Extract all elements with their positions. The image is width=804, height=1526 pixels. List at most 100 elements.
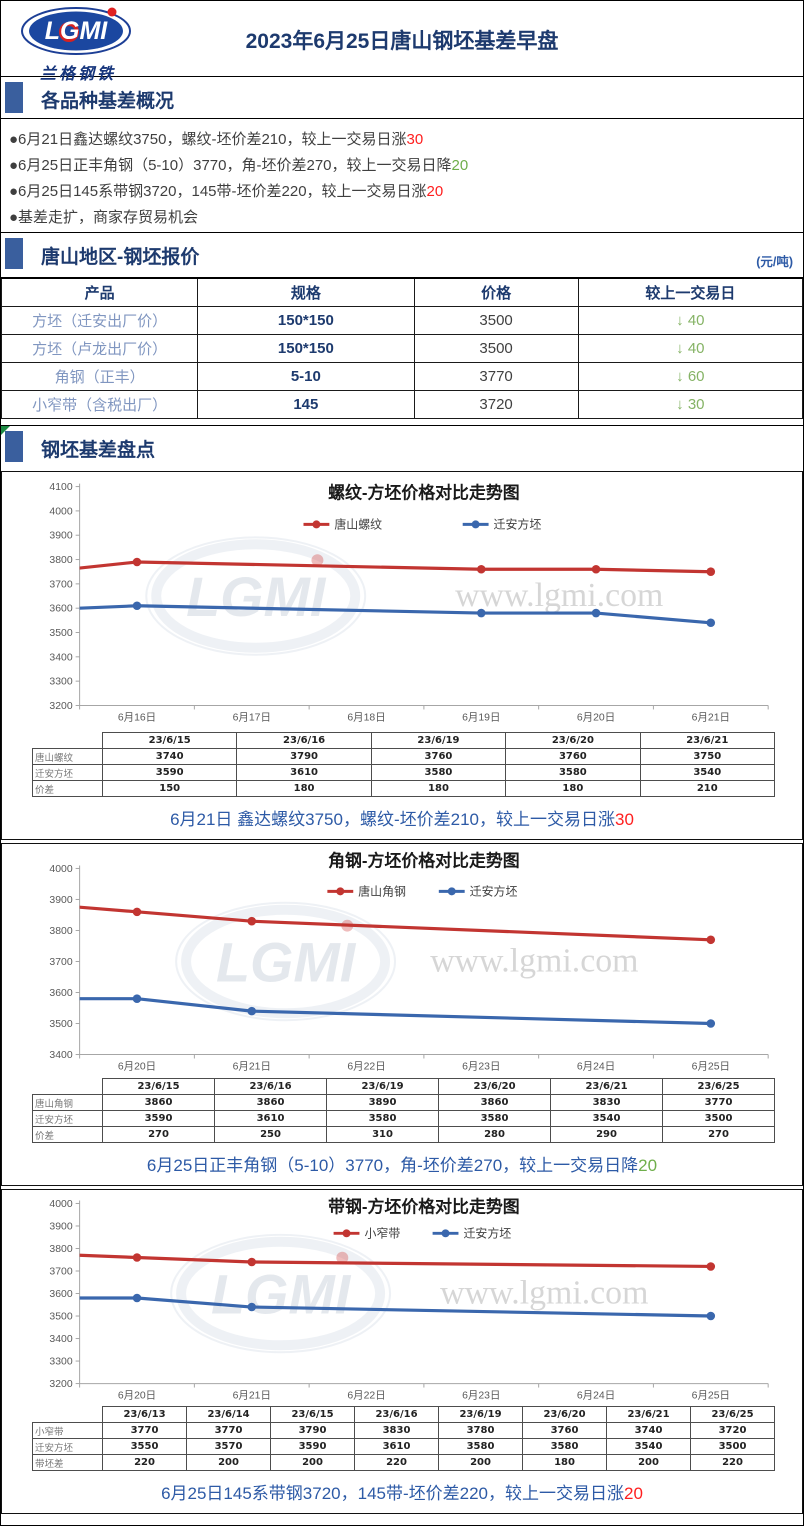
data-point-marker bbox=[132, 601, 142, 611]
section-header-quotes: 唐山地区-钢坯报价 (元/吨) bbox=[1, 232, 803, 275]
spec-cell: 150*150 bbox=[197, 305, 415, 335]
row-label-cell: 唐山螺纹 bbox=[32, 748, 103, 765]
svg-text:3900: 3900 bbox=[49, 1221, 72, 1232]
series-line bbox=[79, 994, 716, 1028]
row-label-cell: 价差 bbox=[32, 1126, 103, 1143]
table-cell: 3860 bbox=[214, 1094, 327, 1111]
x-tick-label: 6月23日 bbox=[462, 1389, 500, 1401]
date-column-header: 23/6/21 bbox=[550, 1078, 663, 1095]
price-cell: 3720 bbox=[413, 389, 579, 419]
table-cell: 200 bbox=[186, 1454, 271, 1471]
x-tick-label: 6月22日 bbox=[347, 1389, 385, 1401]
table-cell: 3750 bbox=[639, 748, 775, 765]
date-column-header: 23/6/15 bbox=[102, 1078, 215, 1095]
product-cell: 角钢（正丰） bbox=[1, 361, 199, 391]
table-cell: 290 bbox=[550, 1126, 663, 1143]
date-column-header: 23/6/19 bbox=[438, 1406, 523, 1423]
x-tick-label: 6月25日 bbox=[692, 1389, 730, 1401]
row-label-cell: 价差 bbox=[32, 780, 103, 797]
lgmi-logo: LGMI 兰格钢铁 bbox=[13, 5, 143, 84]
table-cell: 3890 bbox=[326, 1094, 439, 1111]
date-column-header: 23/6/13 bbox=[102, 1406, 187, 1423]
svg-text:3600: 3600 bbox=[49, 1289, 72, 1300]
row-label-cell: 小窄带 bbox=[32, 1422, 103, 1439]
row-label-cell: 唐山角钢 bbox=[32, 1094, 103, 1111]
table-cell: 3590 bbox=[101, 764, 238, 781]
legend-label: 迁安方坯 bbox=[494, 516, 542, 531]
bullet-item: ●6月25日145系带钢3720，145带-坯价差220，较上一交易日涨20 bbox=[9, 179, 793, 205]
date-column-header: 23/6/16 bbox=[214, 1078, 327, 1095]
legend-item: 迁安方坯 bbox=[432, 1225, 511, 1240]
section-header-overview: 各品种基差概况 bbox=[1, 77, 803, 119]
section-marker-icon bbox=[5, 82, 23, 113]
bullet-item: ●6月21日鑫达螺纹3750，螺纹-坯价差210，较上一交易日涨30 bbox=[9, 127, 793, 153]
svg-text:LGMI: LGMI bbox=[211, 1263, 352, 1325]
change-cell: ↓ 40 bbox=[577, 333, 803, 363]
chart-table-row: 唐山角钢 3860 3860 3890 3860 3830 3770 bbox=[32, 1094, 775, 1111]
quote-column-header: 规格 bbox=[197, 277, 415, 307]
chart-table-row: 价差 150 180 180 180 210 bbox=[32, 780, 775, 797]
legend-label: 迁安方坯 bbox=[470, 883, 518, 898]
svg-text:www.lgmi.com: www.lgmi.com bbox=[440, 1274, 648, 1311]
table-cell: 270 bbox=[102, 1126, 215, 1143]
quote-row: 角钢（正丰） 5-10 3770 ↓ 60 bbox=[1, 361, 803, 391]
table-cell: 280 bbox=[438, 1126, 551, 1143]
chart-table-wrap: 23/6/13 23/6/14 23/6/15 23/6/16 23/6/19 23/6/… bbox=[2, 1404, 802, 1471]
table-cell: 3580 bbox=[370, 764, 507, 781]
date-column-header: 23/6/15 bbox=[101, 732, 238, 749]
table-cell: 3760 bbox=[505, 748, 641, 765]
svg-text:3500: 3500 bbox=[49, 1019, 72, 1030]
x-tick-label: 6月24日 bbox=[577, 1389, 615, 1401]
x-tick-label: 6月20日 bbox=[118, 1389, 156, 1401]
table-cell: 3500 bbox=[690, 1438, 775, 1455]
svg-text:3200: 3200 bbox=[49, 701, 72, 712]
table-cell: 3860 bbox=[438, 1094, 551, 1111]
section-header-basis: 钢坯基差盘点 bbox=[1, 425, 803, 468]
data-point-marker bbox=[706, 1019, 716, 1028]
table-cell: 180 bbox=[370, 780, 507, 797]
table-cell: 270 bbox=[662, 1126, 775, 1143]
chart-section: LGMI www.lgmi.com 3200 3300 3400 3500 3600 3700… bbox=[1, 471, 803, 840]
table-cell: 3610 bbox=[214, 1110, 327, 1127]
legend-item: 迁安方坯 bbox=[438, 883, 518, 898]
table-cell: 3580 bbox=[438, 1438, 523, 1455]
table-cell: 3740 bbox=[101, 748, 238, 765]
date-column-header: 23/6/19 bbox=[370, 732, 507, 749]
svg-text:3800: 3800 bbox=[49, 1244, 72, 1255]
price-cell: 3500 bbox=[413, 305, 579, 335]
chart-caption: 6月25日145系带钢3720，145带-坯价差220，较上一交易日涨20 bbox=[2, 1479, 802, 1504]
quote-column-header: 价格 bbox=[413, 277, 579, 307]
caption-change-value: 20 bbox=[624, 1484, 643, 1503]
table-cell: 3790 bbox=[270, 1422, 355, 1439]
table-cell: 3570 bbox=[186, 1438, 271, 1455]
bullet-text: ●6月25日145系带钢3720，145带-坯价差220，较上一交易日涨 bbox=[9, 183, 427, 200]
x-tick-label: 6月22日 bbox=[347, 1060, 385, 1072]
svg-text:LGMI: LGMI bbox=[186, 566, 327, 628]
legend-label: 唐山螺纹 bbox=[334, 516, 382, 531]
table-cell: 180 bbox=[505, 780, 641, 797]
bullet-change-value: 20 bbox=[426, 183, 444, 200]
bullet-change-value: 30 bbox=[406, 131, 424, 148]
chart-table-row: 迁安方坯 3590 3610 3580 3580 3540 bbox=[32, 764, 775, 781]
section-marker-icon bbox=[5, 431, 23, 462]
data-point-marker bbox=[476, 564, 486, 574]
date-column-header: 23/6/19 bbox=[326, 1078, 439, 1095]
chart-table-row: 迁安方坯 3590 3610 3580 3580 3540 3500 bbox=[32, 1110, 775, 1127]
chart-table-row: 带坯差 220 200 200 220 200 180 200 220 bbox=[32, 1454, 775, 1471]
quote-column-header: 较上一交易日 bbox=[577, 277, 803, 307]
data-point-marker bbox=[247, 1302, 257, 1312]
y-axis: 3200 3300 3400 3500 3600 3700 3800 3900 4000 bbox=[49, 1199, 81, 1390]
y-axis: 3400 3500 3600 3700 3800 3900 4000 bbox=[49, 864, 81, 1061]
svg-text:3700: 3700 bbox=[49, 1266, 72, 1277]
svg-text:4000: 4000 bbox=[49, 506, 72, 517]
legend-item: 小窄带 bbox=[333, 1225, 400, 1240]
svg-text:3300: 3300 bbox=[49, 677, 72, 688]
table-cell: 220 bbox=[690, 1454, 775, 1471]
legend-label: 唐山角钢 bbox=[358, 883, 406, 898]
quote-header-row: 产品 规格 价格 较上一交易日 bbox=[1, 277, 803, 307]
blank-cell bbox=[33, 733, 103, 749]
series-line bbox=[79, 601, 716, 628]
row-label-cell: 带坯差 bbox=[32, 1454, 103, 1471]
data-point-marker bbox=[132, 907, 142, 917]
